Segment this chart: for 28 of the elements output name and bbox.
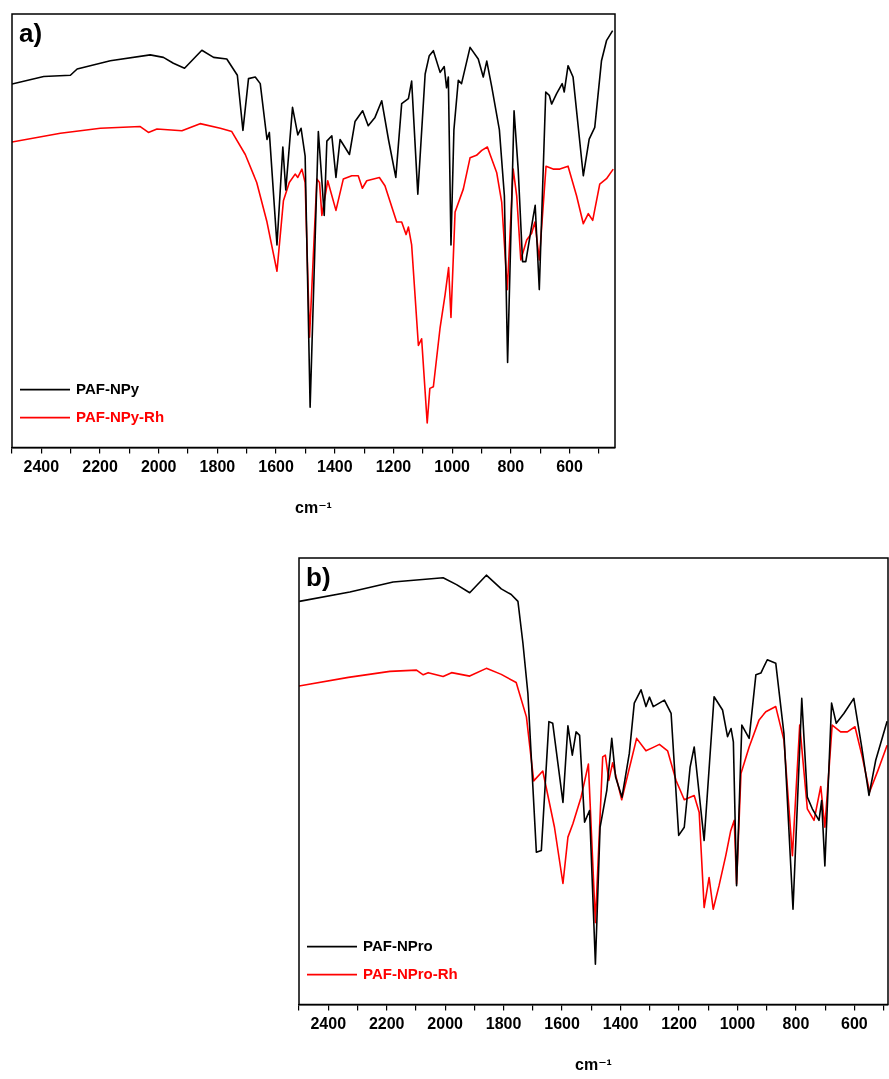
legend-label: PAF-NPy bbox=[76, 379, 140, 397]
legend-label: PAF-NPro-Rh bbox=[363, 964, 458, 982]
x-axis-title: cm⁻¹ bbox=[295, 498, 332, 516]
x-tick-label: 800 bbox=[782, 1014, 810, 1032]
x-tick-label: 1600 bbox=[544, 1014, 580, 1032]
x-tick-label: 1400 bbox=[602, 1014, 639, 1032]
x-tick-label: 1400 bbox=[316, 457, 353, 475]
x-tick-label: 2400 bbox=[23, 457, 60, 475]
chart-title: a) bbox=[19, 18, 43, 49]
x-tick-label: 1600 bbox=[258, 457, 294, 475]
legend-label: PAF-NPy-Rh bbox=[76, 407, 165, 425]
x-tick-label: 600 bbox=[556, 457, 583, 475]
legend-label: PAF-NPro bbox=[363, 936, 433, 954]
x-tick-label: 1800 bbox=[485, 1014, 522, 1032]
x-tick-label: 2200 bbox=[82, 457, 118, 475]
x-tick-label: 2400 bbox=[310, 1014, 347, 1032]
x-tick-label: 2200 bbox=[368, 1014, 405, 1032]
x-tick-label: 1000 bbox=[719, 1014, 756, 1032]
x-tick-label: 800 bbox=[497, 457, 525, 475]
chart-title: b) bbox=[306, 562, 331, 593]
x-tick-label: 1800 bbox=[199, 457, 236, 475]
x-tick-label: 2000 bbox=[427, 1014, 464, 1032]
x-tick-label: 1200 bbox=[661, 1014, 697, 1032]
x-tick-label: 2000 bbox=[140, 457, 177, 475]
x-tick-label: 600 bbox=[841, 1014, 868, 1032]
x-tick-label: 1000 bbox=[434, 457, 471, 475]
x-tick-label: 1200 bbox=[375, 457, 412, 475]
x-axis-title: cm⁻¹ bbox=[575, 1055, 612, 1073]
